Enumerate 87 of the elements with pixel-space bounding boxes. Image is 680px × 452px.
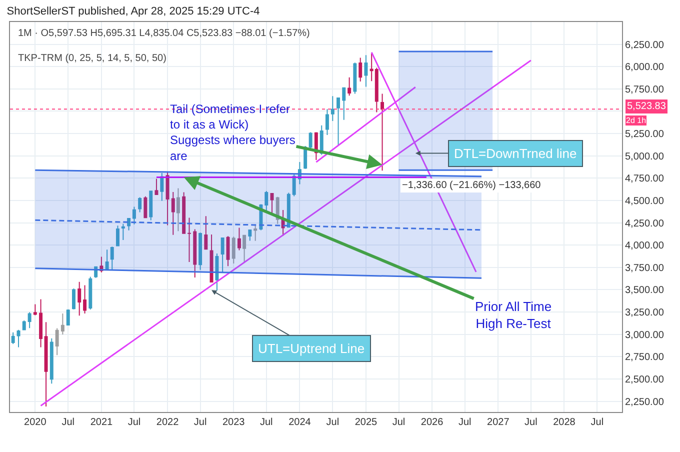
- candlestick: [138, 196, 142, 213]
- candlestick: [44, 322, 48, 407]
- candlestick: [353, 62, 357, 94]
- y-tick-label: 2,250.00: [625, 396, 664, 408]
- x-tick-label: 2025: [354, 417, 378, 428]
- chart-title: ShortSellerST published, Apr 28, 2025 15:29 UTC-4: [6, 5, 260, 18]
- candlestick: [242, 234, 246, 263]
- x-tick-label: Jul: [458, 417, 472, 428]
- candlestick: [336, 97, 340, 146]
- annotation: Prior All Time High Re-Test: [475, 299, 552, 331]
- y-tick-label: 2,500.00: [625, 374, 664, 386]
- x-tick-label: Jul: [194, 417, 207, 428]
- y-tick-label: 3,000.00: [625, 330, 664, 341]
- candlestick: [33, 304, 37, 316]
- y-tick-label: 6,000.00: [625, 62, 664, 74]
- candlestick: [28, 312, 32, 329]
- annotation: UTL=Uptrend Line: [258, 341, 365, 356]
- candlestick: [127, 218, 131, 231]
- candlestick: [215, 253, 219, 291]
- y-tick-label: 4,500.00: [625, 196, 664, 207]
- x-tick-label: 2027: [487, 417, 510, 428]
- candlestick: [264, 190, 268, 212]
- candlestick: [342, 86, 346, 120]
- candlestick: [348, 76, 352, 96]
- candlestick: [60, 313, 64, 335]
- candlestick: [105, 249, 109, 270]
- candlestick: [380, 93, 384, 172]
- candlestick: [358, 57, 362, 82]
- x-tick-label: Jul: [392, 417, 406, 428]
- candlestick: [16, 329, 20, 348]
- y-tick-label: 2,750.00: [625, 352, 664, 364]
- candlestick: [66, 308, 70, 326]
- x-tick-label: Jul: [260, 417, 273, 428]
- candlestick: [22, 320, 26, 330]
- candlestick: [88, 276, 92, 310]
- candlestick: [50, 338, 54, 384]
- x-tick-label: 2024: [288, 417, 312, 428]
- annotation: DTL=DownTrned line: [454, 146, 577, 161]
- annotation: Tail (Sometimes I refer to it as a Wick) Suggests where buyers are: [170, 102, 296, 163]
- candlestick: [198, 232, 202, 270]
- y-tick-label: 5,000.00: [625, 151, 664, 162]
- x-tick-label: 2023: [222, 417, 246, 428]
- annotation: TKP-TRM (0, 25, 5, 14, 5, 50, 50): [18, 53, 166, 64]
- x-tick-label: Jul: [524, 417, 538, 428]
- y-tick-label: 3,250.00: [625, 308, 664, 319]
- candlestick: [78, 281, 82, 316]
- candlestick: [11, 332, 15, 344]
- candlestick: [220, 237, 224, 272]
- ref-line-label: 5,523.83: [627, 101, 666, 112]
- y-tick-label: 3,750.00: [625, 262, 664, 274]
- candlestick: [232, 236, 236, 264]
- candlestick: [149, 190, 153, 221]
- x-tick-label: Jul: [590, 417, 604, 428]
- y-tick-label: 4,000.00: [625, 240, 664, 252]
- candlestick: [176, 188, 180, 232]
- x-tick-label: Jul: [128, 417, 141, 428]
- text: 2d 1h: [626, 116, 646, 125]
- x-tick-label: 2028: [553, 417, 576, 428]
- candlestick: [248, 229, 252, 242]
- candlestick: [254, 224, 258, 242]
- y-tick-label: 5,250.00: [625, 129, 664, 140]
- candlestick: [160, 172, 164, 202]
- annotation: −1,336.60 (−21.66%) −133,660: [402, 180, 542, 191]
- y-tick-label: 5,750.00: [625, 84, 664, 96]
- candlestick: [330, 96, 334, 122]
- candlestick: [110, 246, 114, 270]
- candlestick: [83, 284, 87, 314]
- candlestick: [364, 54, 368, 88]
- y-tick-label: 6,250.00: [625, 40, 664, 51]
- x-tick-label: 2022: [156, 417, 180, 428]
- x-tick-label: Jul: [62, 417, 75, 428]
- candlestick: [132, 206, 136, 225]
- candlestick: [72, 288, 76, 310]
- y-tick-label: 4,250.00: [625, 218, 664, 230]
- y-tick-label: 3,500.00: [625, 285, 664, 296]
- candlestick: [116, 225, 120, 246]
- candlestick: [121, 223, 125, 241]
- x-tick-label: 2021: [90, 417, 113, 428]
- candlestick: [325, 108, 329, 136]
- candlestick: [55, 328, 59, 356]
- x-tick-label: 2020: [24, 417, 47, 428]
- candlestick: [39, 298, 43, 348]
- x-tick-label: Jul: [326, 417, 340, 428]
- x-tick-label: 2026: [420, 417, 444, 428]
- candlestick: [292, 174, 296, 197]
- text: 1M · O5,597.53 H5,695.31 L4,835.04 C5,523.83 −88.01 (−1.57%): [18, 28, 310, 39]
- y-tick-label: 4,750.00: [625, 174, 664, 185]
